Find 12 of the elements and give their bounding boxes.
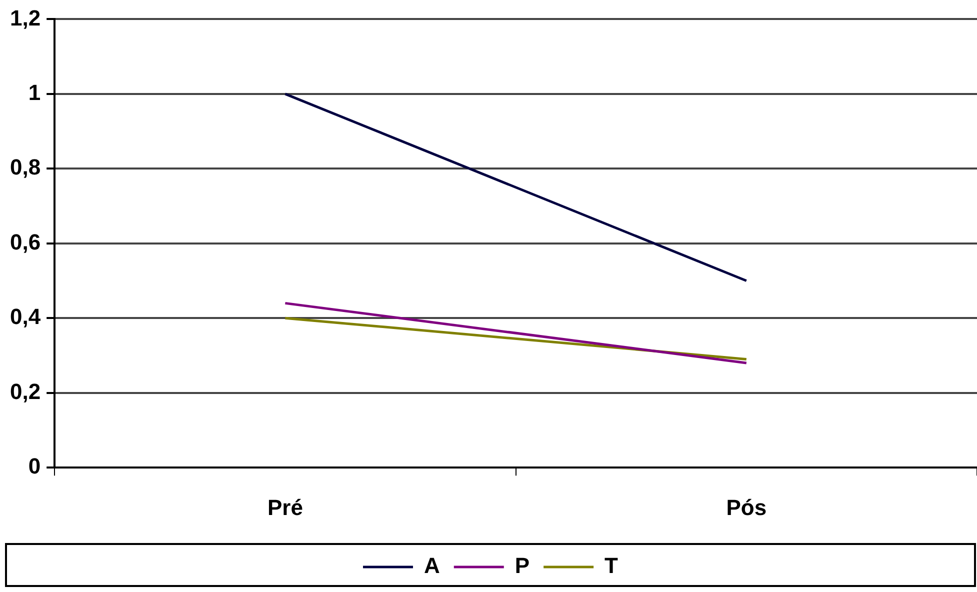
y-tick-label: 0,8 — [10, 154, 41, 180]
y-tick-label: 1 — [28, 80, 41, 105]
x-tick-label: Pré — [267, 494, 303, 520]
y-tick-label: 0,6 — [10, 229, 41, 254]
x-tick-label: Pós — [726, 494, 767, 520]
y-tick-label: 0,4 — [10, 304, 42, 330]
y-tick-label: 0 — [28, 454, 41, 479]
legend-label: A — [424, 553, 440, 578]
y-tick-label: 0,2 — [10, 378, 41, 404]
y-tick-label: 1,2 — [10, 5, 41, 30]
legend-label: P — [514, 553, 530, 578]
legend-label: T — [604, 553, 619, 578]
